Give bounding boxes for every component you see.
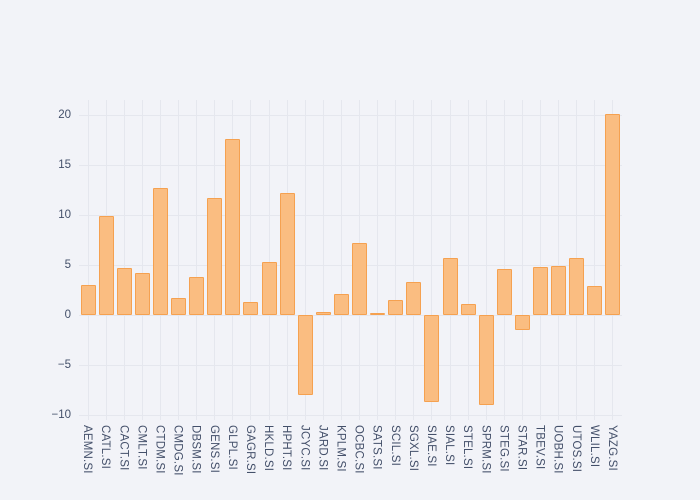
- h-gridline: [79, 165, 622, 166]
- x-tick-label: CMLT.SI: [135, 425, 148, 470]
- x-tick-label: SIAE.SI: [424, 425, 437, 467]
- x-tick-label: GAGR.SI: [243, 425, 256, 475]
- y-tick-label: 15: [58, 159, 71, 171]
- v-gridline: [467, 100, 469, 420]
- bar[interactable]: [478, 315, 494, 405]
- y-tick-label: 0: [64, 309, 71, 321]
- v-gridline: [268, 100, 270, 420]
- bar[interactable]: [496, 269, 512, 315]
- bar[interactable]: [424, 315, 440, 402]
- bar[interactable]: [442, 258, 458, 315]
- x-tick-label: CACT.SI: [117, 425, 130, 471]
- bar[interactable]: [533, 267, 549, 315]
- bar[interactable]: [171, 298, 187, 315]
- v-gridline: [485, 100, 487, 420]
- x-tick-label: SCIL.SI: [388, 425, 401, 467]
- v-gridline: [340, 100, 342, 420]
- v-gridline: [503, 100, 505, 420]
- bar[interactable]: [514, 315, 530, 330]
- x-tick-label: KPLM.SI: [334, 425, 347, 472]
- x-tick-label: GENS.SI: [207, 425, 220, 474]
- x-tick-label: JARD.SI: [316, 425, 329, 471]
- v-gridline: [395, 100, 397, 420]
- v-gridline: [141, 100, 143, 420]
- v-gridline: [87, 100, 89, 420]
- x-tick-label: STAR.SI: [515, 425, 528, 471]
- bar[interactable]: [261, 262, 277, 315]
- x-tick-label: CMDG.SI: [171, 425, 184, 476]
- bar[interactable]: [406, 282, 422, 315]
- v-gridline: [196, 100, 198, 420]
- v-gridline: [377, 100, 379, 420]
- x-tick-label: SGXL.SI: [406, 425, 419, 472]
- x-tick-label: HPHT.SI: [280, 425, 293, 471]
- bar[interactable]: [370, 313, 386, 315]
- plot-area[interactable]: [79, 100, 622, 420]
- bar[interactable]: [569, 258, 585, 315]
- x-tick-label: STEL.SI: [461, 425, 474, 470]
- y-tick-label: −5: [57, 359, 71, 371]
- bar[interactable]: [243, 302, 259, 315]
- bar[interactable]: [80, 285, 96, 315]
- bar[interactable]: [587, 286, 603, 315]
- bar[interactable]: [225, 139, 241, 315]
- y-tick-label: −10: [51, 409, 71, 421]
- x-tick-label: YAZG.SI: [605, 425, 618, 471]
- v-gridline: [521, 100, 523, 420]
- x-tick-label: CTDM.SI: [153, 425, 166, 474]
- bar[interactable]: [189, 277, 205, 315]
- x-tick-label: SPRM.SI: [479, 425, 492, 474]
- h-gridline: [79, 365, 622, 366]
- bar[interactable]: [279, 193, 295, 315]
- bar[interactable]: [605, 114, 621, 315]
- x-tick-label: SIAL.SI: [443, 425, 456, 466]
- x-tick-label: JCYC.SI: [298, 425, 311, 471]
- x-tick-label: OCBC.SI: [352, 425, 365, 474]
- v-gridline: [413, 100, 415, 420]
- bar[interactable]: [333, 294, 349, 315]
- x-tick-label: SATS.SI: [370, 425, 383, 470]
- bar[interactable]: [551, 266, 567, 315]
- x-tick-label: UTOS.SI: [569, 425, 582, 473]
- bar[interactable]: [352, 243, 368, 315]
- bar[interactable]: [297, 315, 313, 395]
- v-gridline: [540, 100, 542, 420]
- v-gridline: [123, 100, 125, 420]
- v-gridline: [304, 100, 306, 420]
- h-gridline: [79, 415, 622, 416]
- bar[interactable]: [152, 188, 168, 315]
- x-tick-label: DBSM.SI: [189, 425, 202, 474]
- x-tick-label: GLPL.SI: [225, 425, 238, 470]
- v-gridline: [594, 100, 596, 420]
- x-tick-label: AEMN.SI: [81, 425, 94, 474]
- v-gridline: [431, 100, 433, 420]
- bar[interactable]: [207, 198, 223, 315]
- v-gridline: [322, 100, 324, 420]
- x-tick-label: HKLD.SI: [262, 425, 275, 472]
- bar[interactable]: [315, 312, 331, 315]
- h-gridline: [79, 215, 622, 216]
- v-gridline: [178, 100, 180, 420]
- x-tick-label: STEG.SI: [497, 425, 510, 472]
- v-gridline: [558, 100, 560, 420]
- h-gridline: [79, 115, 622, 116]
- bar[interactable]: [98, 216, 114, 315]
- y-tick-label: 20: [58, 109, 71, 121]
- bar[interactable]: [388, 300, 404, 315]
- x-tick-label: WLIL.SI: [587, 425, 600, 468]
- x-tick-label: TBEV.SI: [533, 425, 546, 470]
- h-gridline: [79, 265, 622, 266]
- v-gridline: [250, 100, 252, 420]
- h-gridline: [79, 315, 622, 316]
- bar[interactable]: [134, 273, 150, 315]
- y-tick-label: 10: [58, 209, 71, 221]
- y-tick-label: 5: [64, 259, 71, 271]
- bar[interactable]: [460, 304, 476, 315]
- x-tick-label: UOBH.SI: [551, 425, 564, 474]
- bar[interactable]: [116, 268, 132, 315]
- x-tick-label: CATL.SI: [99, 425, 112, 470]
